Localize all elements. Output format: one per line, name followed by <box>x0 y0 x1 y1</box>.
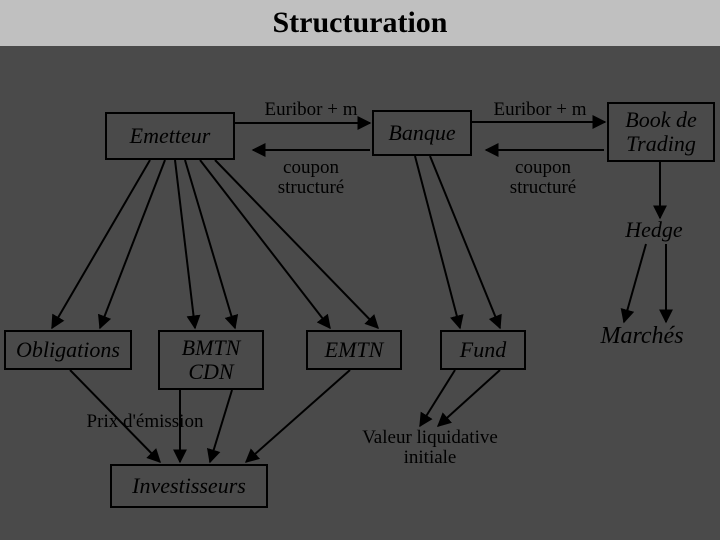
box-investisseurs: Investisseurs <box>110 464 268 508</box>
title-bar: Structuration <box>0 0 720 46</box>
label-euribor-2: Euribor + m <box>480 100 600 120</box>
box-bmtn: BMTNCDN <box>158 330 264 390</box>
box-emtn: EMTN <box>306 330 402 370</box>
box-obligations: Obligations <box>4 330 132 370</box>
label-euribor-1: Euribor + m <box>251 100 371 120</box>
box-book: Book deTrading <box>607 102 715 162</box>
label-marches: Marchés <box>582 324 702 349</box>
box-emetteur: Emetteur <box>105 112 235 160</box>
label-prix: Prix d'émission <box>60 412 230 432</box>
page-title: Structuration <box>273 6 448 40</box>
label-coupon-1: couponstructuré <box>256 158 366 198</box>
box-fund: Fund <box>440 330 526 370</box>
label-hedge: Hedge <box>614 218 694 241</box>
label-valliq: Valeur liquidativeinitiale <box>340 428 520 468</box>
label-coupon-2: couponstructuré <box>488 158 598 198</box>
box-banque: Banque <box>372 110 472 156</box>
